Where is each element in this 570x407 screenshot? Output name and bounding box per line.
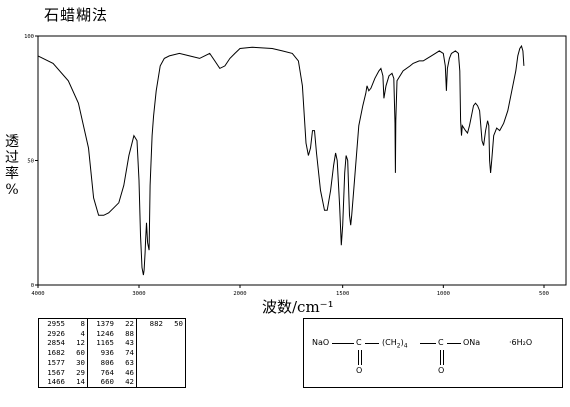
peak-transmittance: 50 <box>165 317 186 329</box>
double-bond-1b <box>361 350 362 365</box>
peak-transmittance: 12 <box>67 338 88 349</box>
peak-table-row: 1466 14 660 42 <box>38 377 186 388</box>
peak-transmittance <box>165 348 186 358</box>
bond-3 <box>420 343 436 344</box>
peak-transmittance <box>165 338 186 349</box>
peak-wavenumber: 882 <box>136 317 165 329</box>
peak-transmittance <box>165 357 186 368</box>
plot-frame <box>37 35 567 286</box>
peak-wavenumber <box>136 348 165 358</box>
peak-wavenumber: 1466 <box>38 377 67 388</box>
structure-chain: (CH2)4 <box>382 338 408 350</box>
peak-wavenumber <box>136 328 165 339</box>
peak-transmittance <box>165 328 186 339</box>
peak-table: 2955 8 1379 22 882 50 2926 4 1246 88 2854 12 1165 43 1… <box>38 317 186 388</box>
x-tick-label: 4000 <box>31 291 44 297</box>
y-axis-label-char: 过 <box>5 150 19 166</box>
peak-wavenumber: 2955 <box>38 317 67 329</box>
peak-transmittance: 30 <box>67 357 88 368</box>
peak-transmittance <box>165 377 186 388</box>
y-axis-label-char: % <box>5 182 19 198</box>
spectrum-line <box>37 44 525 276</box>
peak-wavenumber <box>136 367 165 378</box>
peak-wavenumber: 1577 <box>38 357 67 368</box>
y-tick-label: 0 <box>31 283 34 289</box>
x-tick-label: 2000 <box>233 291 246 297</box>
peak-table-row: 2926 4 1246 88 <box>38 328 186 339</box>
chemical-structure: NaO C O (CH2)4 C O ONa ·6H₂O <box>303 318 563 388</box>
peak-transmittance: 29 <box>67 367 88 378</box>
x-tick-label: 500 <box>539 291 549 297</box>
peak-transmittance: 14 <box>67 377 88 388</box>
structure-oxygen-2: O <box>438 366 445 375</box>
structure-carbon-2: C <box>438 338 444 347</box>
peak-transmittance: 22 <box>116 317 137 329</box>
y-axis-label: 透过率% <box>2 134 22 198</box>
peak-wavenumber: 1682 <box>38 348 67 358</box>
y-axis-label-char: 率 <box>5 166 19 182</box>
x-tick-label: 3000 <box>132 291 145 297</box>
peak-table-row: 1567 29 764 46 <box>38 367 186 378</box>
peak-wavenumber <box>136 357 165 368</box>
structure-left-group: NaO <box>312 338 330 347</box>
peak-wavenumber: 1567 <box>38 367 67 378</box>
peak-table-row: 1577 30 806 63 <box>38 357 186 368</box>
y-tick-label: 50 <box>27 159 34 165</box>
peak-transmittance: 88 <box>116 328 137 339</box>
peak-table-row: 2955 8 1379 22 882 50 <box>38 317 186 329</box>
peak-transmittance: 42 <box>116 377 137 388</box>
peak-wavenumber: 936 <box>87 348 116 358</box>
peak-wavenumber: 764 <box>87 367 116 378</box>
peak-wavenumber: 806 <box>87 357 116 368</box>
structure-hydrate: ·6H₂O <box>509 338 533 347</box>
double-bond-2b <box>443 350 444 365</box>
peak-table-row: 2854 12 1165 43 <box>38 338 186 349</box>
double-bond-1a <box>358 350 359 365</box>
peak-transmittance: 46 <box>116 367 137 378</box>
peak-transmittance: 63 <box>116 357 137 368</box>
x-tick-label: 1500 <box>336 291 349 297</box>
y-axis-label-char: 透 <box>5 134 19 150</box>
peak-wavenumber: 2854 <box>38 338 67 349</box>
peak-transmittance: 8 <box>67 317 88 329</box>
bond-1 <box>332 343 354 344</box>
peak-wavenumber <box>136 377 165 388</box>
bond-4 <box>447 343 461 344</box>
peak-table-row: 1682 60 936 74 <box>38 348 186 358</box>
peak-transmittance: 60 <box>67 348 88 358</box>
double-bond-2a <box>440 350 441 365</box>
peak-wavenumber <box>136 338 165 349</box>
x-axis-label: 波数/cm⁻¹ <box>262 298 334 316</box>
peak-transmittance: 43 <box>116 338 137 349</box>
peak-wavenumber: 1379 <box>87 317 116 329</box>
bond-2 <box>365 343 379 344</box>
peak-transmittance <box>165 367 186 378</box>
x-tick-label: 1000 <box>437 291 450 297</box>
peak-wavenumber: 1165 <box>87 338 116 349</box>
chart-title: 石蜡糊法 <box>44 6 109 24</box>
peak-transmittance: 74 <box>116 348 137 358</box>
peak-wavenumber: 2926 <box>38 328 67 339</box>
peak-transmittance: 4 <box>67 328 88 339</box>
structure-right-group: ONa <box>463 338 481 347</box>
peak-wavenumber: 1246 <box>87 328 116 339</box>
structure-carbon-1: C <box>356 338 362 347</box>
peak-wavenumber: 660 <box>87 377 116 388</box>
structure-oxygen-1: O <box>356 366 363 375</box>
y-tick-label: 100 <box>24 34 34 40</box>
